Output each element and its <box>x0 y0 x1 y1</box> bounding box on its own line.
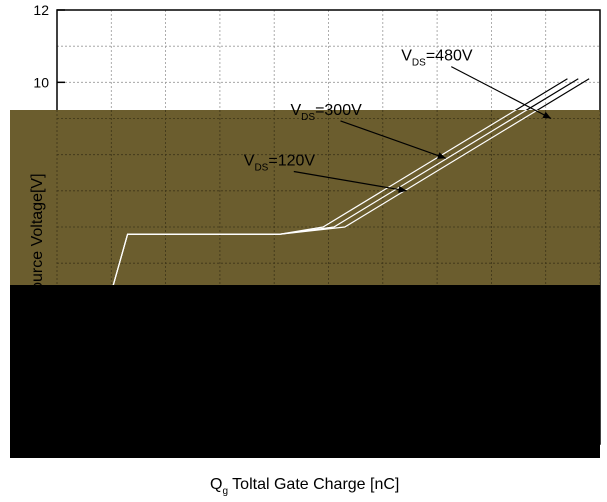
annotation-arrow <box>450 66 552 120</box>
x-axis-label: Qg Toltal Gate Charge [nC] <box>210 476 399 497</box>
annotation-sub: DS <box>412 58 426 69</box>
annotation-main: V <box>244 153 255 170</box>
annotation-arrow <box>293 170 407 192</box>
annotation-main: V <box>290 102 301 119</box>
masked-region-black <box>10 285 600 458</box>
series-line-vds-480v <box>112 110 539 285</box>
y-axis-label: Source Voltage[V] <box>29 173 46 301</box>
x-axis-label-sub: g <box>222 486 228 497</box>
x-axis-label-rest: Toltal Gate Charge [nC] <box>228 476 399 493</box>
annotation-arrowhead <box>437 152 446 159</box>
annotation-arrowhead <box>542 111 552 119</box>
grid-over-masked-region <box>56 110 600 285</box>
annotation-rest: =120V <box>268 153 315 170</box>
annotation-label: VDS=300V <box>290 102 362 123</box>
x-axis-label-main: Q <box>210 476 222 493</box>
annotation-label: VDS=120V <box>244 153 316 174</box>
annotation-rest: =300V <box>315 102 362 119</box>
annotation-main: V <box>401 48 412 65</box>
y-tick-label: 10 <box>33 74 49 90</box>
series-over-masked-region <box>112 110 539 285</box>
masked-region-olive <box>10 110 600 285</box>
annotation-sub: DS <box>301 112 315 123</box>
annotation-arrow <box>340 120 446 159</box>
annotation-sub: DS <box>254 163 268 174</box>
y-tick-label: 12 <box>33 2 49 18</box>
annotation-label: VDS=480V <box>401 48 473 69</box>
annotation-rest: =480V <box>426 48 473 65</box>
annotation-arrowhead <box>398 186 407 193</box>
